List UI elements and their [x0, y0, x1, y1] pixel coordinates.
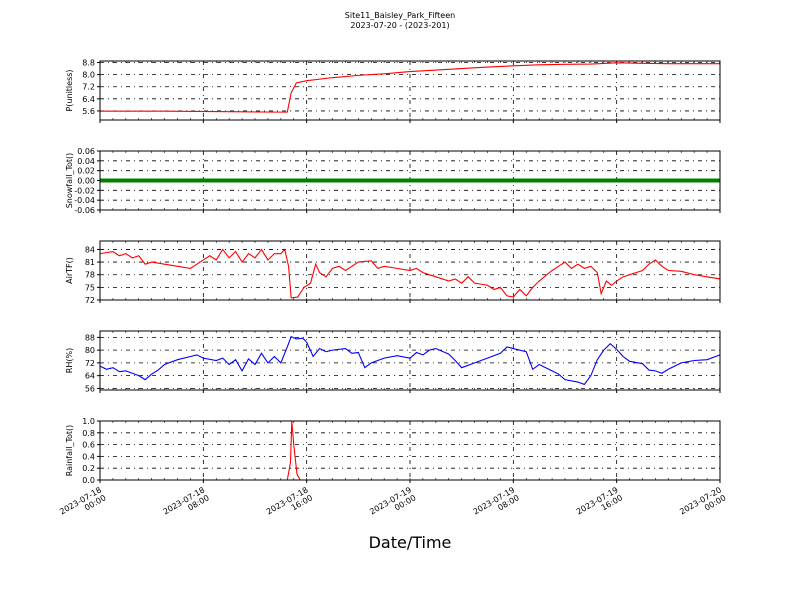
y-tick-label: 72: [85, 296, 95, 305]
y-tick-label: 80: [85, 346, 95, 355]
series-line-2: [99, 248, 721, 299]
y-tick-label: 6.4: [82, 95, 95, 104]
y-tick-label: 0.0: [82, 476, 95, 485]
y-tick-label: 56: [85, 384, 95, 393]
y-tick-label: 72: [85, 359, 95, 368]
y-tick-label: 0.02: [77, 167, 95, 176]
chart-title: Site11_Baisley_Park_Fifteen: [344, 11, 456, 20]
y-axis-label: P(unitless): [65, 69, 74, 111]
y-axis-label: Snowfall_Tot(): [65, 153, 74, 209]
y-tick-label: 78: [85, 271, 95, 280]
y-tick-label: 84: [85, 245, 95, 254]
y-tick-label: 7.2: [82, 83, 95, 92]
y-tick-label: 0.6: [82, 441, 95, 450]
panel-frame: [99, 420, 721, 481]
y-tick-label: -0.04: [74, 196, 95, 205]
y-tick-label: -0.06: [74, 206, 95, 215]
panel-frame: [99, 240, 721, 301]
panel-frame: [99, 150, 721, 211]
y-tick-label: 64: [85, 372, 95, 381]
panel-frame: [99, 60, 721, 121]
panel-frame: [99, 330, 721, 391]
y-tick-label: 0.04: [77, 157, 95, 166]
y-tick-label: 81: [85, 258, 95, 267]
y-tick-label: 0.00: [77, 177, 95, 186]
y-tick-label: 1.0: [82, 417, 95, 426]
y-tick-label: 0.2: [82, 464, 95, 473]
chart-subtitle: 2023-07-20 - (2023-201): [350, 21, 450, 30]
y-tick-label: 0.8: [82, 429, 95, 438]
x-axis-title: Date/Time: [368, 533, 452, 552]
y-axis-label: AirTF(): [65, 257, 74, 284]
series-line-3: [99, 335, 721, 386]
y-axis-label: RH(%): [65, 348, 74, 373]
y-tick-label: 8.0: [82, 71, 95, 80]
y-tick-label: -0.02: [74, 186, 95, 195]
y-tick-label: 0.06: [77, 147, 95, 156]
y-tick-label: 75: [85, 283, 95, 292]
y-tick-label: 8.8: [82, 59, 95, 68]
y-tick-label: 0.4: [82, 452, 95, 461]
series-line-0: [100, 62, 720, 113]
y-tick-label: 5.6: [82, 107, 95, 116]
y-axis-label: Rainfall_Tot(): [65, 425, 74, 477]
y-tick-label: 88: [85, 333, 95, 342]
series-line-4: [100, 420, 720, 481]
